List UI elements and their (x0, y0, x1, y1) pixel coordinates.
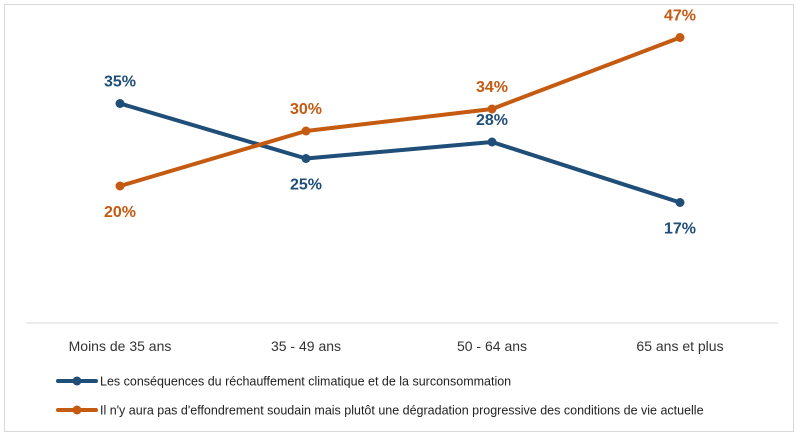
legend-marker (72, 376, 82, 386)
legend-label: Les conséquences du réchauffement climat… (100, 375, 511, 389)
data-label: 35% (104, 74, 136, 91)
data-label: 28% (476, 112, 508, 129)
data-label: 25% (290, 177, 322, 194)
x-tick-label: 65 ans et plus (636, 338, 723, 354)
data-point (675, 33, 685, 42)
legend-item-1: Les conséquences du réchauffement climat… (56, 375, 511, 389)
legend-label: Il n'y aura pas d'effondrement soudain m… (100, 404, 704, 418)
x-tick-labels: Moins de 35 ans 35 - 49 ans 50 - 64 ans 65 … (69, 338, 724, 354)
data-label: 30% (290, 101, 322, 118)
data-point (301, 154, 311, 163)
data-point (115, 99, 125, 108)
series-line (118, 101, 682, 205)
data-point (487, 104, 497, 114)
data-point (115, 181, 125, 191)
x-tick-label: 50 - 64 ans (457, 338, 527, 354)
legend-item-2: Il n'y aura pas d'effondrement soudain m… (56, 404, 704, 418)
data-point (487, 137, 497, 147)
data-point (301, 126, 311, 136)
x-tick-label: 35 - 49 ans (271, 338, 341, 354)
legend-marker (72, 405, 82, 415)
series-1: 35% 25% 28% 17% (104, 74, 696, 238)
data-label: 17% (664, 221, 696, 238)
data-label: 47% (664, 8, 696, 25)
chart-frame (4, 4, 794, 432)
series-2: 20% 30% 34% 47% (104, 8, 696, 222)
x-tick-label: Moins de 35 ans (69, 338, 172, 354)
data-label: 34% (476, 79, 508, 96)
data-point (675, 198, 685, 207)
legend: Les conséquences du réchauffement climat… (56, 375, 704, 418)
data-label: 20% (104, 204, 136, 221)
series-layer: 35% 25% 28% 17% 20% 30% 34% 47% (104, 8, 696, 238)
series-line (118, 35, 682, 188)
